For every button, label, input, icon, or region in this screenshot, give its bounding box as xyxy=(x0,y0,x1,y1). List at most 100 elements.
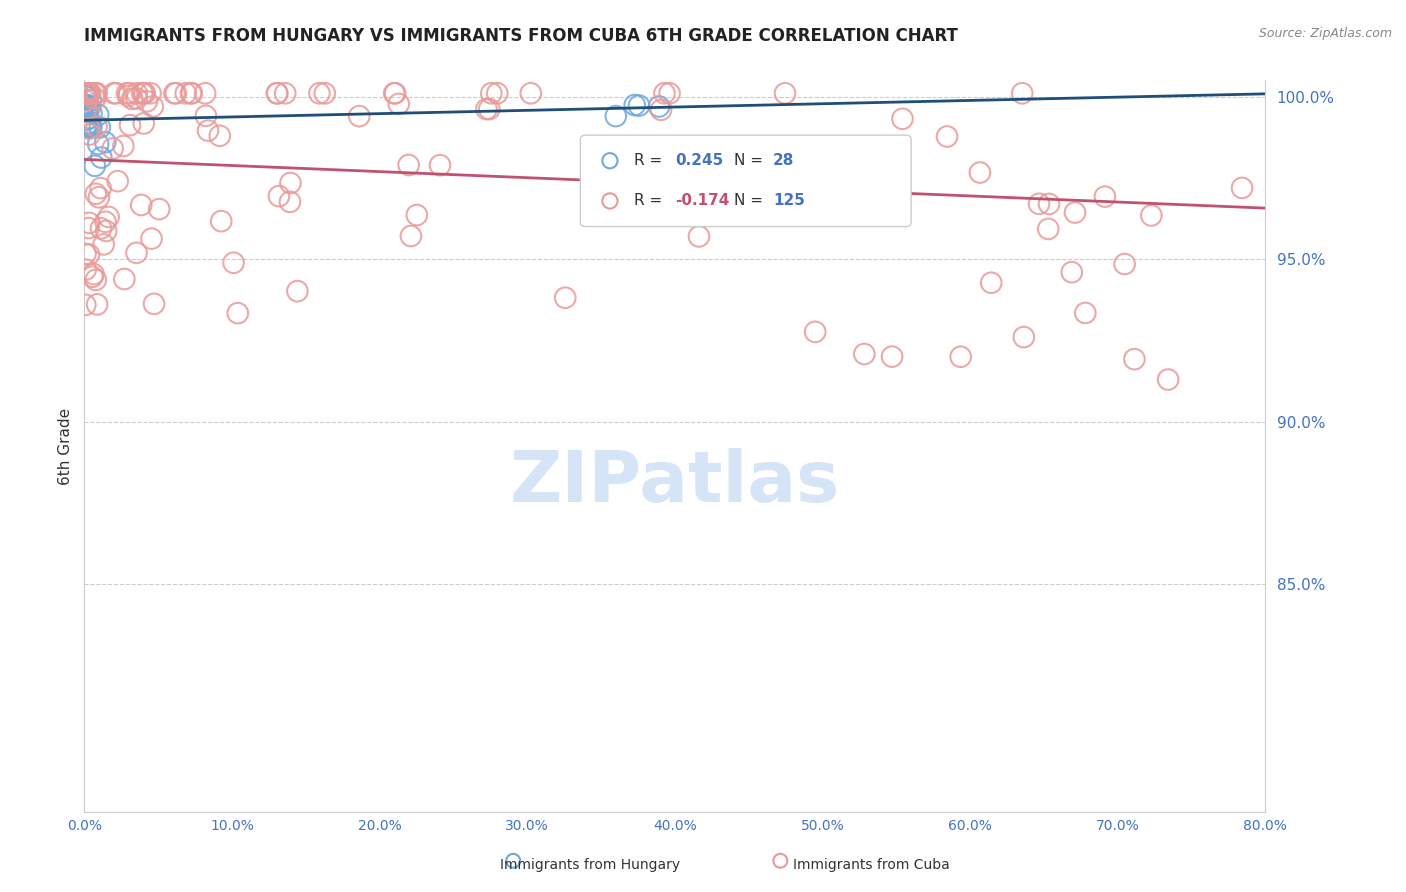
Point xyxy=(84,87,107,101)
Point xyxy=(117,89,139,103)
Point xyxy=(180,87,202,101)
Point xyxy=(103,87,125,101)
Point xyxy=(163,87,186,101)
Point xyxy=(79,128,101,142)
Point xyxy=(1038,197,1060,211)
Point xyxy=(76,101,98,115)
Point xyxy=(94,135,117,149)
Point xyxy=(554,291,576,305)
Point xyxy=(76,87,98,101)
Point xyxy=(75,103,97,117)
Point xyxy=(627,98,650,112)
Point xyxy=(75,94,97,108)
Point xyxy=(75,87,97,101)
Point xyxy=(87,190,110,204)
Point xyxy=(1012,330,1035,344)
Text: 125: 125 xyxy=(773,194,804,209)
Point xyxy=(623,98,645,112)
Point xyxy=(80,93,103,107)
Point xyxy=(730,447,752,461)
Text: 28: 28 xyxy=(773,153,794,169)
Point xyxy=(1230,181,1253,195)
Point xyxy=(486,87,509,101)
Text: Source: ZipAtlas.com: Source: ZipAtlas.com xyxy=(1258,27,1392,40)
Point xyxy=(688,229,710,244)
Point xyxy=(194,87,217,101)
FancyBboxPatch shape xyxy=(581,136,911,227)
Point xyxy=(804,325,827,339)
Point xyxy=(86,120,108,134)
Text: 0.245: 0.245 xyxy=(675,153,723,169)
Point xyxy=(969,165,991,179)
Point xyxy=(90,151,112,165)
Point xyxy=(112,139,135,153)
Point xyxy=(630,179,652,194)
Point xyxy=(194,109,217,123)
Point xyxy=(90,181,112,195)
Point xyxy=(1011,87,1033,101)
Point xyxy=(73,87,96,101)
Point xyxy=(75,88,97,103)
Point xyxy=(77,116,100,130)
Text: Immigrants from Hungary: Immigrants from Hungary xyxy=(501,858,681,872)
Point xyxy=(93,237,115,252)
Point xyxy=(148,202,170,216)
Point xyxy=(132,116,155,130)
Point xyxy=(105,87,128,101)
Point xyxy=(1074,306,1097,320)
Point xyxy=(730,626,752,640)
Point xyxy=(84,186,107,201)
Point xyxy=(267,189,290,203)
Point xyxy=(134,87,156,101)
Point xyxy=(77,111,100,125)
Point xyxy=(405,208,427,222)
Point xyxy=(936,129,959,144)
Point xyxy=(274,87,297,101)
Point xyxy=(79,87,101,101)
Point xyxy=(880,350,903,364)
Point xyxy=(1114,257,1136,271)
Point xyxy=(1094,189,1116,203)
Point xyxy=(605,109,627,123)
Point xyxy=(86,297,108,311)
Point xyxy=(197,123,219,137)
Point xyxy=(125,87,148,101)
Point xyxy=(125,91,148,105)
Point xyxy=(80,106,103,120)
Point xyxy=(90,221,112,235)
Point xyxy=(77,216,100,230)
Point xyxy=(650,103,672,117)
Point xyxy=(475,102,498,116)
Point xyxy=(86,87,108,101)
Point xyxy=(1157,372,1180,386)
Point xyxy=(97,210,120,224)
Point xyxy=(73,97,96,112)
Point xyxy=(79,87,101,101)
Point xyxy=(174,87,197,101)
Point xyxy=(80,120,103,135)
Point xyxy=(520,87,543,101)
Point xyxy=(89,120,111,135)
Point xyxy=(79,118,101,132)
Point xyxy=(654,87,676,101)
Point xyxy=(280,176,302,190)
Point xyxy=(1140,209,1163,223)
Point xyxy=(287,284,309,298)
Point xyxy=(1038,222,1060,236)
Point xyxy=(75,298,97,312)
Point xyxy=(266,87,288,101)
Point xyxy=(118,87,141,101)
Text: R =: R = xyxy=(634,153,666,169)
Point xyxy=(73,87,96,102)
Point xyxy=(87,136,110,151)
Point xyxy=(77,221,100,235)
Point xyxy=(112,272,135,286)
Point xyxy=(82,269,104,284)
Point xyxy=(773,87,796,101)
Text: ZIPatlas: ZIPatlas xyxy=(510,448,839,517)
Point xyxy=(949,350,972,364)
Point xyxy=(77,98,100,112)
Point xyxy=(79,100,101,114)
Point xyxy=(135,95,157,109)
Point xyxy=(980,276,1002,290)
